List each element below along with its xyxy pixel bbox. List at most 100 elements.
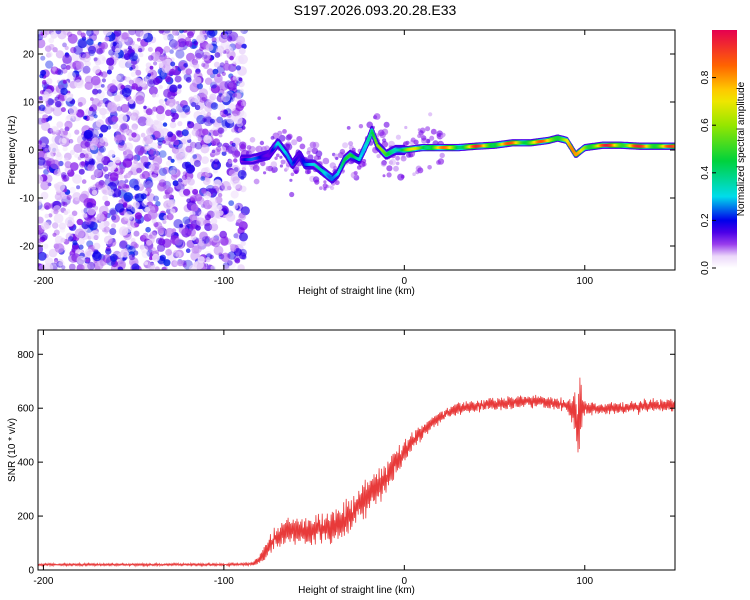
noise-speckle [376, 154, 381, 159]
noise-speckle [107, 161, 117, 171]
noise-speckle [109, 172, 119, 182]
noise-speckle [395, 161, 400, 166]
noise-speckle [210, 81, 218, 89]
noise-speckle [201, 188, 207, 194]
noise-speckle [158, 52, 167, 62]
noise-speckle [377, 129, 385, 137]
noise-speckle [152, 253, 160, 262]
noise-speckle [82, 263, 91, 270]
noise-speckle [158, 62, 164, 68]
noise-speckle [164, 30, 168, 33]
noise-speckle [174, 237, 183, 246]
noise-speckle [212, 138, 221, 146]
noise-speckle [62, 79, 67, 84]
noise-speckle [55, 50, 64, 59]
noise-speckle [143, 178, 154, 189]
noise-speckle [216, 73, 221, 78]
noise-speckle [102, 195, 108, 202]
noise-speckle [81, 179, 87, 184]
noise-speckle [111, 215, 117, 221]
noise-speckle [60, 87, 68, 96]
noise-speckle [58, 222, 66, 230]
noise-speckle [239, 232, 248, 242]
noise-speckle [194, 100, 205, 111]
noise-speckle [412, 172, 416, 176]
noise-speckle [239, 252, 247, 260]
noise-speckle [62, 201, 68, 207]
noise-speckle [147, 73, 152, 77]
noise-speckle [93, 168, 103, 178]
noise-speckle [130, 112, 139, 121]
noise-speckle [209, 93, 217, 101]
noise-speckle [146, 127, 155, 136]
noise-speckle [232, 60, 237, 65]
noise-speckle [277, 130, 283, 136]
signal-trace-core [373, 136, 376, 140]
noise-speckle [306, 150, 311, 155]
noise-speckle [81, 53, 91, 63]
noise-speckle [194, 104, 201, 111]
noise-speckle [162, 184, 171, 193]
noise-speckle [88, 115, 95, 121]
noise-speckle [74, 129, 80, 135]
noise-speckle [170, 169, 176, 175]
noise-speckle [170, 173, 178, 181]
noise-speckle [228, 159, 233, 164]
noise-speckle [81, 221, 90, 230]
noise-speckle [126, 203, 133, 210]
noise-speckle [94, 59, 102, 66]
noise-speckle [193, 76, 202, 85]
noise-speckle [296, 136, 303, 142]
noise-speckle [60, 63, 67, 70]
noise-speckle [163, 46, 171, 53]
noise-speckle [101, 114, 106, 119]
noise-speckle [219, 111, 223, 116]
noise-speckle [98, 145, 106, 153]
noise-speckle [238, 212, 247, 221]
noise-speckle [148, 164, 155, 171]
noise-speckle [98, 136, 108, 146]
noise-speckle [47, 98, 55, 106]
noise-speckle [218, 133, 223, 138]
noise-speckle [142, 232, 149, 239]
noise-speckle [249, 137, 256, 143]
noise-speckle [54, 235, 64, 244]
noise-speckle [136, 37, 141, 42]
noise-speckle [128, 79, 134, 85]
noise-speckle [68, 236, 74, 242]
noise-speckle [93, 114, 98, 119]
noise-speckle [131, 263, 140, 270]
noise-speckle [43, 221, 52, 229]
noise-speckle [271, 169, 276, 173]
noise-speckle [52, 66, 57, 72]
noise-speckle [106, 125, 112, 130]
noise-speckle [125, 184, 130, 189]
noise-speckle [193, 238, 199, 244]
noise-speckle [80, 32, 86, 38]
noise-speckle [279, 164, 283, 168]
signal-trace-core [368, 134, 372, 138]
noise-speckle [210, 217, 218, 225]
noise-speckle [291, 139, 298, 146]
snr-line [38, 377, 675, 568]
noise-speckle [41, 117, 47, 124]
noise-speckle [167, 33, 174, 41]
noise-speckle [240, 101, 246, 107]
noise-speckle [156, 243, 166, 252]
noise-speckle [76, 264, 85, 270]
noise-speckle [78, 244, 84, 250]
noise-speckle [39, 90, 45, 95]
noise-speckle [143, 161, 149, 167]
noise-speckle [204, 77, 213, 85]
noise-speckle [86, 206, 96, 216]
noise-speckle [109, 209, 117, 216]
noise-speckle [145, 108, 153, 116]
noise-speckle [74, 228, 85, 239]
noise-speckle [382, 174, 386, 178]
noise-speckle [277, 116, 282, 120]
noise-speckle [111, 115, 119, 123]
noise-speckle [168, 102, 174, 108]
noise-speckle [167, 91, 176, 100]
noise-speckle [48, 248, 58, 258]
noise-speckle [198, 240, 205, 247]
